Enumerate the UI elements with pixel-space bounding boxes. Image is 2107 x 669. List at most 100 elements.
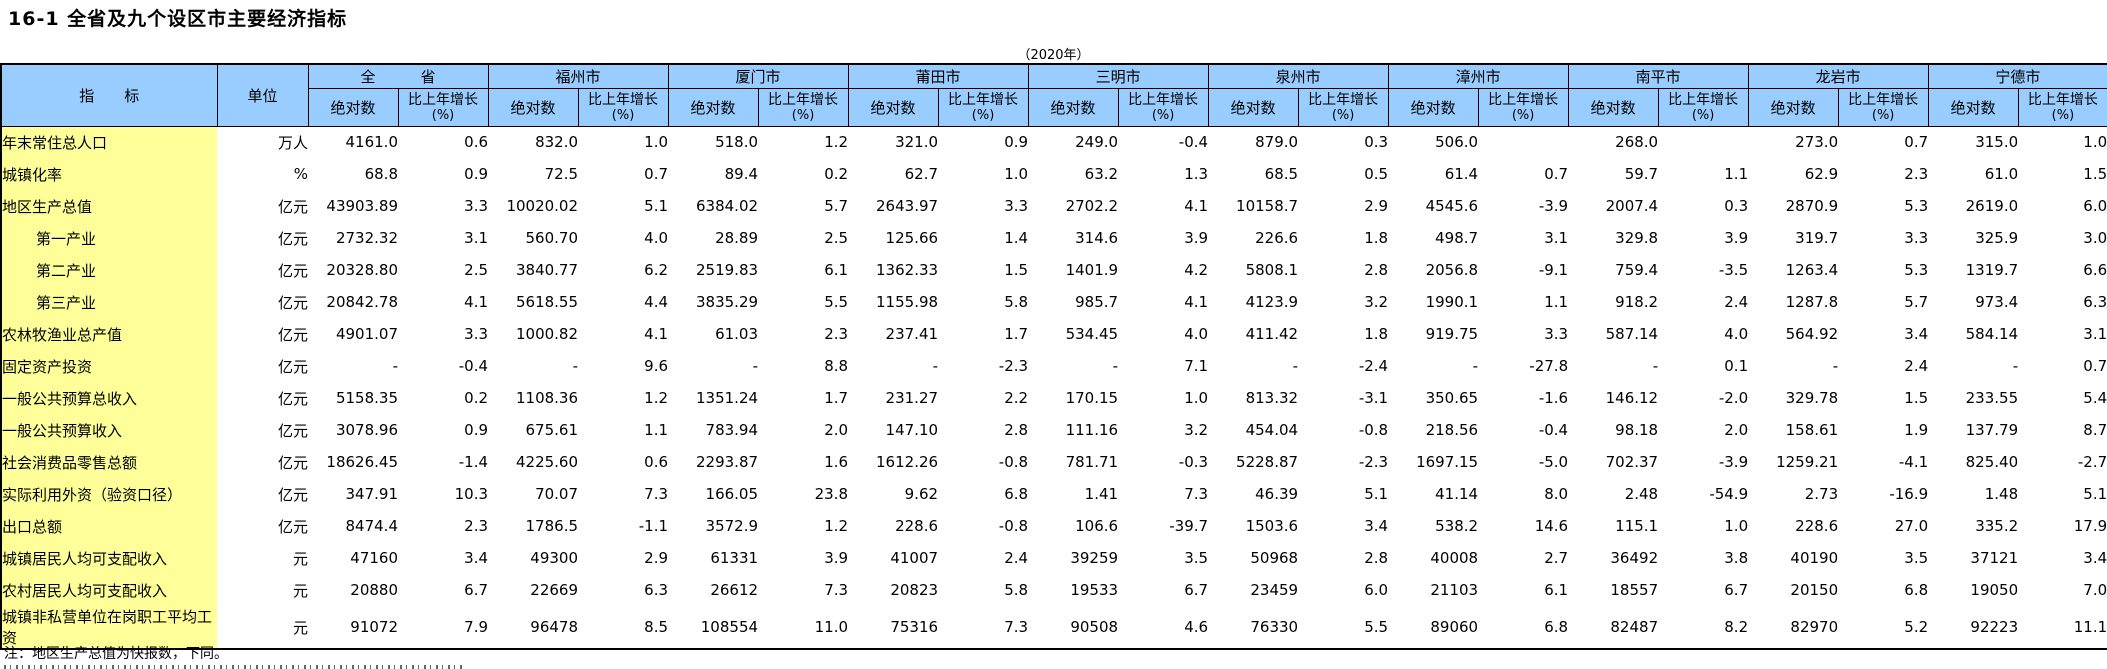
growth-value-cell: 14.6 <box>1534 517 1569 535</box>
abs-value-cell: 228.6 <box>1795 517 1839 535</box>
growth-value-cell: 3.8 <box>1724 549 1749 567</box>
abs-value-cell: 759.4 <box>1615 261 1659 279</box>
region-header-4: 三明市 <box>1027 63 1209 89</box>
growth-value-cell: 1.0 <box>1004 165 1029 183</box>
growth-value-cell: 5.7 <box>824 197 849 215</box>
abs-value-cell: 6384.02 <box>696 197 759 215</box>
growth-value-cell: -3.9 <box>1538 197 1569 215</box>
growth-value-cell: 1.5 <box>1004 261 1029 279</box>
abs-value-cell: 72.5 <box>544 165 579 183</box>
growth-header-unit: (%) <box>791 108 815 123</box>
growth-value-cell: -2.3 <box>998 357 1029 375</box>
growth-value-cell: 1.7 <box>824 389 849 407</box>
abs-value-cell: 506.0 <box>1435 133 1479 152</box>
abs-value-cell: 5228.87 <box>1236 453 1299 471</box>
growth-value-cell: 4.1 <box>644 325 669 343</box>
growth-value-cell: 0.7 <box>1544 165 1569 183</box>
abs-value-cell: 62.7 <box>904 165 939 183</box>
growth-value-cell: -0.4 <box>1178 133 1209 152</box>
abs-value-cell: 4545.6 <box>1425 197 1479 215</box>
growth-value-cell: 2.2 <box>1004 389 1029 407</box>
abs-value-cell: 825.40 <box>1965 453 2019 471</box>
growth-header-unit: (%) <box>1691 108 1715 123</box>
abs-value-cell: 226.6 <box>1255 229 1299 247</box>
growth-value-cell: -3.9 <box>1718 453 1749 471</box>
abs-value-cell: 1351.24 <box>696 389 759 407</box>
abs-value-cell: 2293.87 <box>696 453 759 471</box>
growth-value-cell: 0.9 <box>464 165 489 183</box>
abs-value-cell: 1.41 <box>1084 485 1119 503</box>
abs-value-cell: 564.92 <box>1785 325 1839 343</box>
abs-value-cell: 560.70 <box>525 229 579 247</box>
growth-value-cell: 1.4 <box>1004 229 1029 247</box>
abs-value-cell: 36492 <box>1610 549 1659 567</box>
growth-value-cell: 3.3 <box>1004 197 1029 215</box>
indicator-cell: 第三产业 <box>1 286 217 318</box>
unit-cell: 亿元 <box>277 293 308 312</box>
growth-value-cell: 4.1 <box>1184 293 1209 311</box>
abs-value-cell: 61.4 <box>1444 165 1479 183</box>
growth-value-cell: 5.1 <box>1364 485 1389 503</box>
abs-value-cell: 20880 <box>350 581 398 599</box>
growth-value-cell: 3.3 <box>464 325 489 343</box>
abs-value-cell: 5158.35 <box>335 389 398 407</box>
table-row: 社会消费品零售总额 亿元 18626.45 -1.4 4225.60 0.6 2293.87… <box>1 446 2107 478</box>
table-year-subtitle: （2020年） <box>1017 48 1090 63</box>
growth-value-cell: 3.4 <box>1364 517 1389 535</box>
table-row: 第三产业 亿元 20842.78 4.1 5618.55 4.4 3835.29 5.5 115… <box>1 286 2107 318</box>
abs-value-cell: 4901.07 <box>335 325 398 343</box>
growth-value-cell: 23.8 <box>814 485 849 503</box>
growth-value-cell: -5.0 <box>1538 453 1569 471</box>
abs-value-cell: 3078.96 <box>335 421 398 439</box>
growth-value-cell: 2.5 <box>824 229 849 247</box>
growth-value-cell: 10.3 <box>454 485 489 503</box>
growth-value-cell: 3.5 <box>1904 549 1929 567</box>
region-header-0: 全 省 <box>307 63 489 89</box>
abs-value-cell: 40190 <box>1790 549 1839 567</box>
table-row: 城镇非私营单位在岗职工平均工资 元 91072 7.9 96478 8.5 108554 11… <box>1 606 2107 649</box>
unit-cell: 亿元 <box>277 421 308 440</box>
abs-value-cell: 1263.4 <box>1785 261 1839 279</box>
unit-cell: 元 <box>292 581 308 600</box>
table-row: 农村居民人均可支配收入 元 20880 6.7 22669 6.3 26612 7.3 2082… <box>1 574 2107 606</box>
growth-header-unit: (%) <box>431 108 455 123</box>
growth-value-cell: 27.0 <box>1894 517 1929 535</box>
abs-value-cell: 538.2 <box>1435 517 1479 535</box>
growth-header-0: 比上年增长 (%) <box>397 87 489 127</box>
abs-header-3: 绝对数 <box>847 87 939 127</box>
abs-value-cell: 411.42 <box>1245 325 1299 343</box>
abs-value-cell: 10020.02 <box>506 197 579 215</box>
abs-value-cell: - <box>572 357 579 375</box>
growth-value-cell: 0.9 <box>1004 133 1029 152</box>
unit-column-header: 单位 <box>216 63 309 127</box>
abs-value-cell: 587.14 <box>1605 325 1659 343</box>
growth-value-cell: 8.7 <box>2083 421 2107 439</box>
abs-header-4: 绝对数 <box>1027 87 1119 127</box>
abs-value-cell: 20842.78 <box>326 293 398 311</box>
abs-value-cell: 46.39 <box>1255 485 1299 503</box>
abs-value-cell: 20150 <box>1790 581 1839 599</box>
growth-value-cell: 7.3 <box>644 485 669 503</box>
abs-value-cell: 96478 <box>530 618 579 636</box>
growth-value-cell: 2.4 <box>1724 293 1749 311</box>
abs-value-cell: 26612 <box>710 581 759 599</box>
growth-value-cell: 1.0 <box>1184 389 1209 407</box>
table-body: 年末常住总人口 万人 4161.0 0.6 832.0 1.0 518.0 1.2 321.0 0… <box>1 126 2107 649</box>
abs-value-cell: 137.79 <box>1965 421 2019 439</box>
growth-value-cell: 0.3 <box>1364 133 1389 152</box>
unit-cell: 亿元 <box>277 197 308 216</box>
abs-value-cell: 534.45 <box>1065 325 1119 343</box>
growth-value-cell: -0.3 <box>1178 453 1209 471</box>
abs-value-cell: 335.2 <box>1975 517 2019 535</box>
growth-value-cell: 0.2 <box>824 165 849 183</box>
abs-value-cell: 43903.89 <box>326 197 398 215</box>
abs-value-cell: 170.15 <box>1065 389 1119 407</box>
growth-value-cell: -0.8 <box>998 517 1029 535</box>
abs-value-cell: 2056.8 <box>1425 261 1479 279</box>
abs-value-cell: 325.9 <box>1975 229 2019 247</box>
abs-value-cell: 61331 <box>710 549 759 567</box>
growth-value-cell: 5.1 <box>2083 485 2107 503</box>
abs-value-cell: 125.66 <box>885 229 939 247</box>
growth-value-cell: 3.9 <box>1724 229 1749 247</box>
abs-value-cell: 518.0 <box>715 133 759 152</box>
